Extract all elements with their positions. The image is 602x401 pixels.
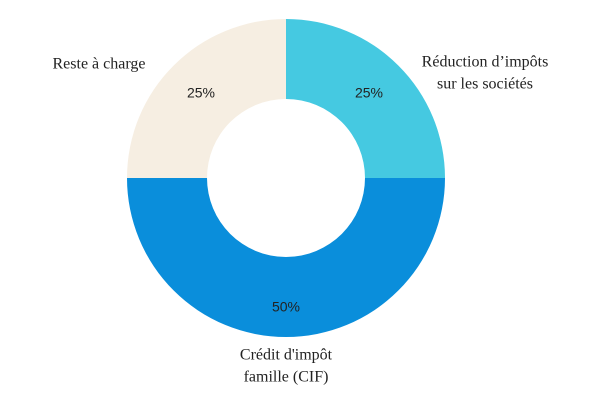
- category-label: Reste à charge: [53, 56, 146, 73]
- category-label: sur les sociétés: [437, 76, 533, 93]
- category-label: famille (CIF): [244, 369, 329, 386]
- value-label: 25%: [187, 85, 215, 101]
- donut-slice: [286, 19, 445, 178]
- value-label: 25%: [355, 85, 383, 101]
- donut-slice: [127, 178, 445, 337]
- donut-slice: [127, 19, 286, 178]
- category-label: Réduction d’impôts: [422, 54, 549, 71]
- value-label: 50%: [272, 299, 300, 315]
- category-label: Crédit d'impôt: [240, 347, 333, 364]
